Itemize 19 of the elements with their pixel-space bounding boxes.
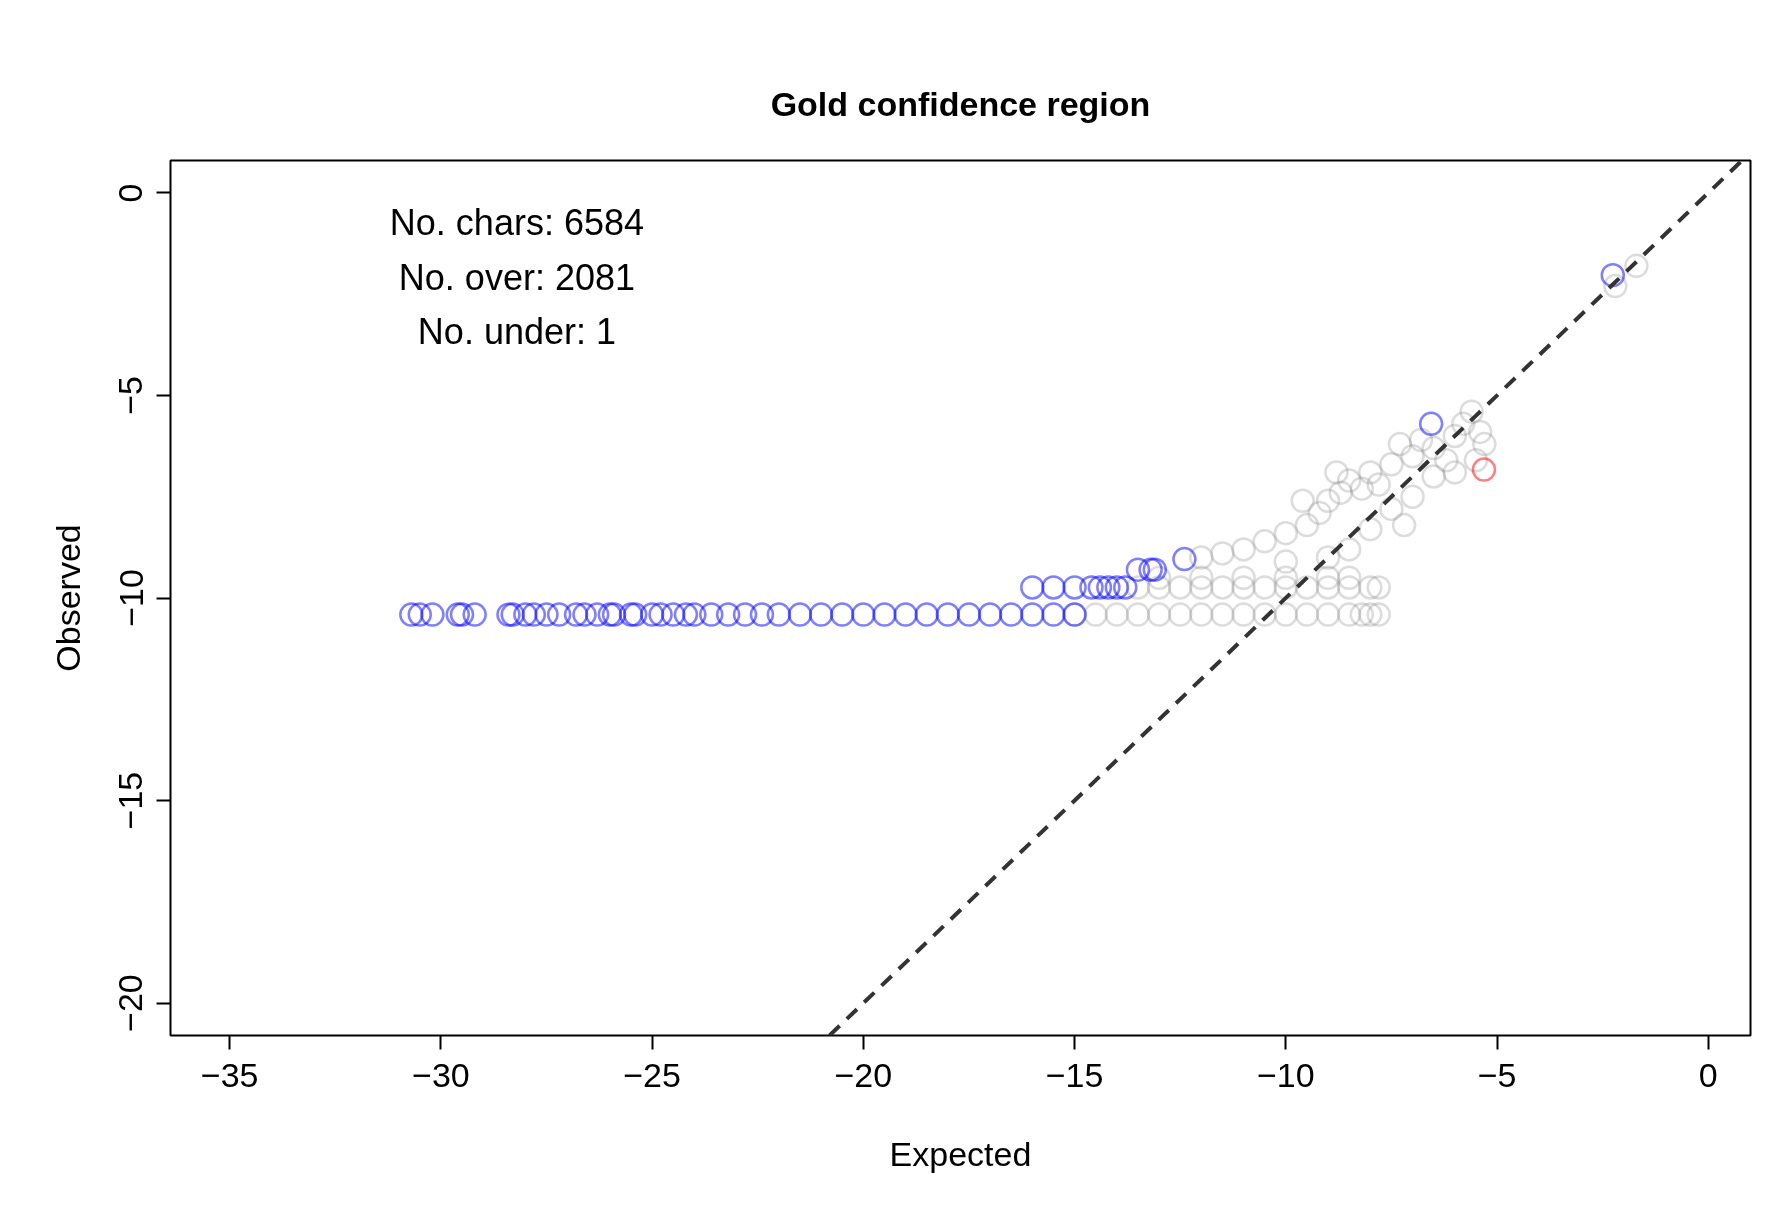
- annotation: No. under: 1: [417, 311, 616, 353]
- y-axis-title: Observed: [48, 524, 87, 672]
- y-tick-label: −10: [111, 569, 150, 627]
- annotation: No. chars: 6584: [389, 201, 644, 243]
- y-tick-label: −5: [111, 376, 150, 415]
- x-tick-label: −15: [1045, 1055, 1104, 1094]
- y-tick-label: −20: [111, 974, 150, 1032]
- y-tick-label: −15: [111, 771, 150, 830]
- y-tick-label: 0: [111, 183, 150, 203]
- x-tick-label: −10: [1256, 1055, 1315, 1094]
- x-tick-label: −5: [1477, 1055, 1517, 1094]
- x-tick-label: −20: [834, 1055, 893, 1094]
- x-tick-label: −25: [623, 1055, 681, 1094]
- annotation: No. over: 2081: [398, 256, 635, 298]
- x-axis-title: Expected: [889, 1134, 1032, 1173]
- chart-title: Gold confidence region: [770, 85, 1151, 123]
- x-tick-label: −35: [200, 1055, 259, 1094]
- x-tick-label: 0: [1698, 1055, 1718, 1094]
- x-tick-label: −30: [412, 1055, 470, 1094]
